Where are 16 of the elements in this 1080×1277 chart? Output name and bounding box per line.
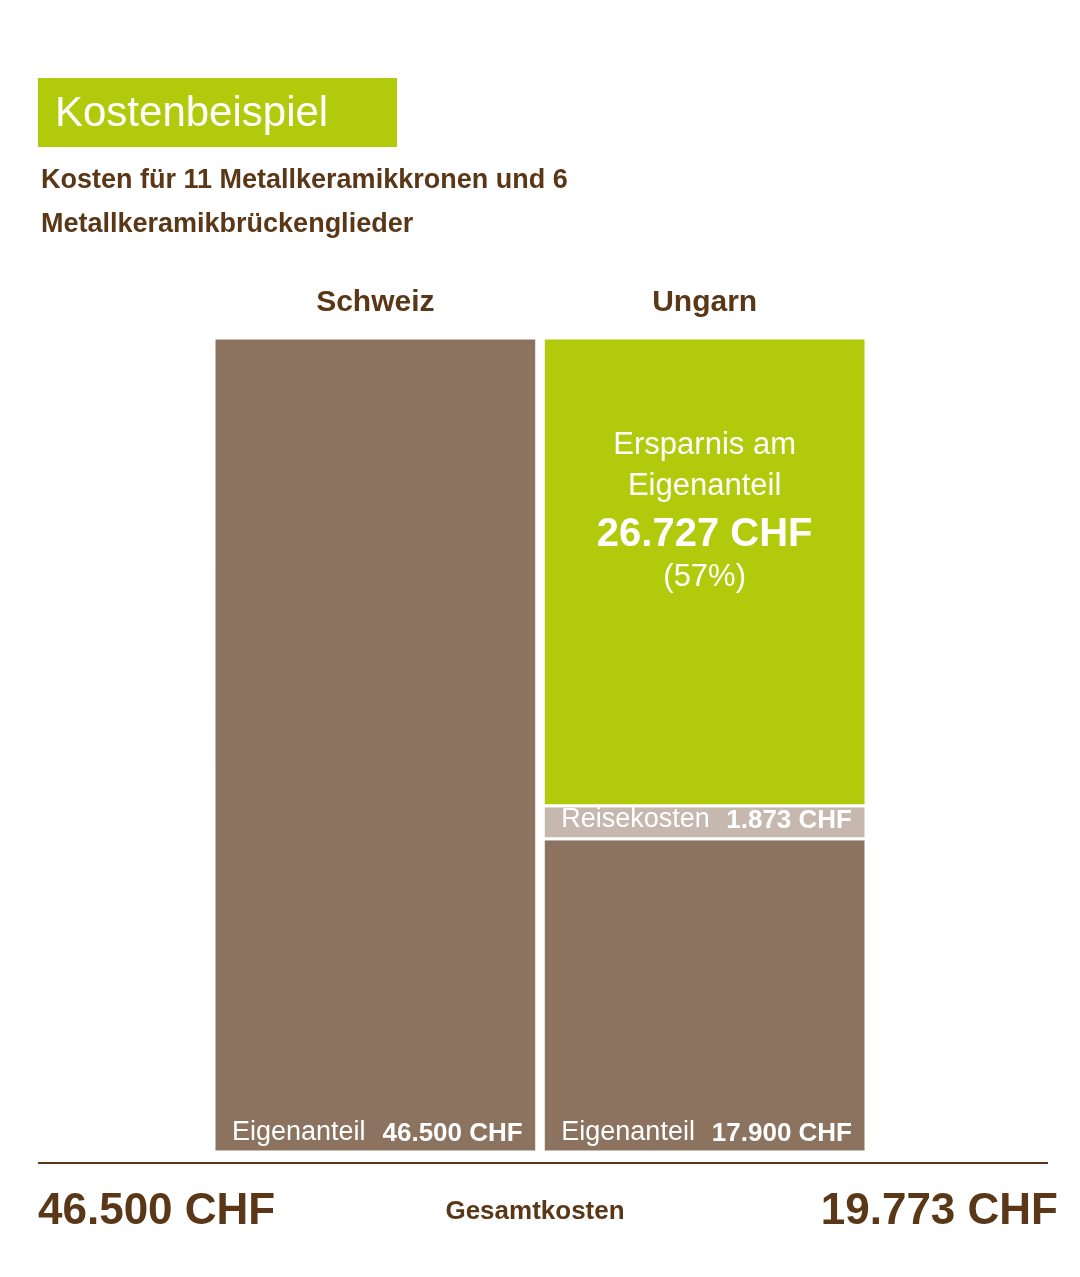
chart-subtitle: Kosten für 11 Metallkeramikkronen und 6 Metallkeramikbrückenglieder	[41, 164, 568, 238]
text: Gesamtkosten	[445, 1195, 625, 1225]
text: 19.773 CHF	[820, 1184, 1058, 1233]
data-label: 17.900 CHF	[711, 1117, 852, 1147]
chart-title: Kostenbeispiel	[55, 88, 329, 135]
text: 46.500 CHF	[38, 1184, 276, 1233]
text: Eigenanteil	[561, 1116, 695, 1146]
series-label: Ersparnis am Eigenanteil	[613, 426, 796, 502]
annotation: (57%)	[663, 558, 746, 593]
x-tick-label: Ungarn	[652, 283, 758, 317]
series-label: Reisekosten	[561, 802, 710, 833]
data-label: 1.873 CHF	[726, 803, 852, 834]
data-label: 26.727 CHF	[596, 510, 813, 554]
data-label: 46.500 CHF	[382, 1117, 523, 1147]
series-label: Eigenanteil	[232, 1116, 366, 1146]
x-tick-label: Schweiz	[316, 283, 435, 317]
